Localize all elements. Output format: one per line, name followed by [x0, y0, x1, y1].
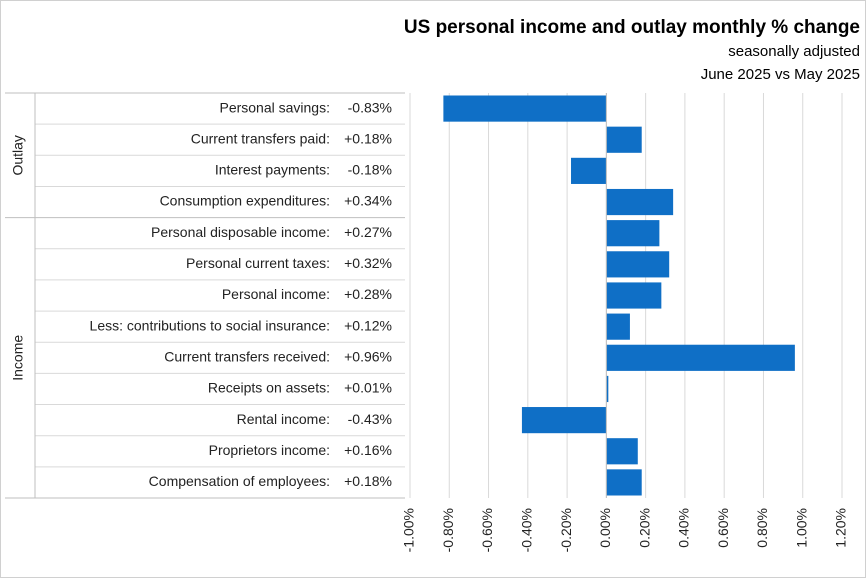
category-label: Personal income: [222, 286, 330, 302]
value-label: +0.12% [344, 317, 392, 333]
category-label: Current transfers received: [164, 349, 330, 365]
chart-subtitle: seasonally adjusted [728, 43, 860, 60]
category-label: Personal current taxes: [186, 255, 330, 271]
x-tick-label: -1.00% [401, 508, 417, 552]
value-label: -0.83% [348, 99, 392, 115]
bar [606, 469, 642, 496]
bar [606, 282, 662, 309]
value-label: +0.34% [344, 193, 392, 209]
x-tick-label: -0.80% [440, 508, 456, 552]
bar [606, 344, 795, 371]
bar [606, 220, 660, 247]
group-label: Income [10, 335, 26, 381]
value-label: +0.16% [344, 442, 392, 458]
category-label: Receipts on assets: [208, 380, 330, 396]
bar [443, 95, 607, 122]
category-label: Current transfers paid: [191, 130, 330, 146]
x-tick-label: -0.20% [558, 508, 574, 552]
group-label: Outlay [10, 135, 26, 175]
x-tick-label: -0.40% [519, 508, 535, 552]
x-tick-label: 0.80% [754, 508, 770, 548]
value-label: +0.32% [344, 255, 392, 271]
value-label: -0.18% [348, 162, 392, 178]
category-label: Proprietors income: [209, 442, 330, 458]
bar [606, 375, 609, 403]
category-label: Personal disposable income: [151, 224, 330, 240]
bar [606, 126, 642, 153]
x-tick-label: 1.00% [793, 508, 809, 548]
x-tick-label: 0.60% [715, 508, 731, 548]
category-label: Interest payments: [215, 162, 330, 178]
bar [606, 313, 630, 340]
value-label: +0.18% [344, 473, 392, 489]
chart-subtitle: June 2025 vs May 2025 [701, 66, 860, 83]
bar [571, 157, 607, 184]
value-label: +0.01% [344, 380, 392, 396]
x-tick-label: 1.20% [833, 508, 849, 548]
value-label: +0.28% [344, 286, 392, 302]
category-label: Consumption expenditures: [160, 193, 330, 209]
bar [521, 407, 607, 434]
value-label: +0.27% [344, 224, 392, 240]
category-label: Compensation of employees: [149, 473, 330, 489]
category-label: Personal savings: [219, 99, 330, 115]
value-label: +0.96% [344, 349, 392, 365]
value-label: +0.18% [344, 130, 392, 146]
x-tick-label: 0.00% [597, 508, 613, 548]
bar [606, 438, 638, 465]
bar [606, 251, 670, 278]
value-label: -0.43% [348, 411, 392, 427]
x-tick-label: -0.60% [479, 508, 495, 552]
category-label: Rental income: [237, 411, 330, 427]
category-label: Less: contributions to social insurance: [90, 317, 330, 333]
bar [606, 188, 674, 216]
x-tick-label: 0.20% [636, 508, 652, 548]
x-tick-label: 0.40% [676, 508, 692, 548]
chart-title: US personal income and outlay monthly % … [404, 17, 860, 38]
